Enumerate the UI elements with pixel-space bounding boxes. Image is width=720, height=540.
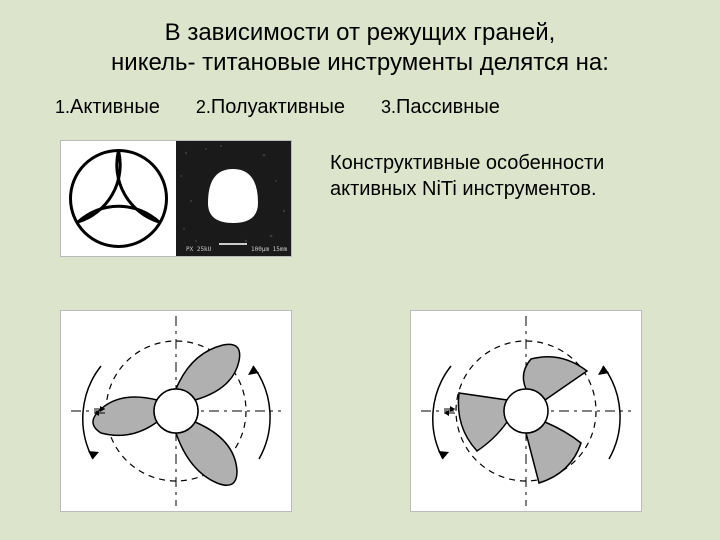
svg-text:PX 25kU: PX 25kU [186, 246, 212, 253]
figure-caption: Конструктивные особенности активных NiTi… [330, 150, 690, 202]
title-line-2: никель- титановые инструменты делятся на… [111, 49, 609, 76]
sem-micrograph-icon: PX 25kU 100µm 15mm [176, 141, 291, 256]
item-number: 3. [381, 97, 396, 117]
photo-pair: PX 25kU 100µm 15mm [60, 140, 292, 257]
list-item: 2.Полуактивные [196, 96, 345, 119]
category-list: 1.Активные 2.Полуактивные 3.Пассивные [55, 96, 665, 119]
diagram-right [410, 310, 642, 512]
diagram-left [60, 310, 292, 512]
item-label: Активные [70, 96, 160, 118]
list-item: 1.Активные [55, 96, 160, 119]
item-label: Пассивные [396, 96, 500, 118]
svg-text:100µm 15mm: 100µm 15mm [251, 246, 288, 253]
caption-line-2: активных NiTi инструментов. [330, 178, 597, 200]
photo-right-sem: PX 25kU 100µm 15mm [176, 141, 291, 256]
caption-line-1: Конструктивные особенности [330, 152, 604, 174]
item-number: 2. [196, 97, 211, 117]
item-number: 1. [55, 97, 70, 117]
cross-section-icon [61, 141, 176, 256]
slide-title: В зависимости от режущих граней, никель-… [0, 18, 720, 78]
slide: В зависимости от режущих граней, никель-… [0, 0, 720, 540]
list-item: 3.Пассивные [381, 96, 500, 119]
photo-left [61, 141, 176, 256]
item-label: Полуактивные [211, 96, 345, 118]
title-line-1: В зависимости от режущих граней, [165, 19, 556, 46]
